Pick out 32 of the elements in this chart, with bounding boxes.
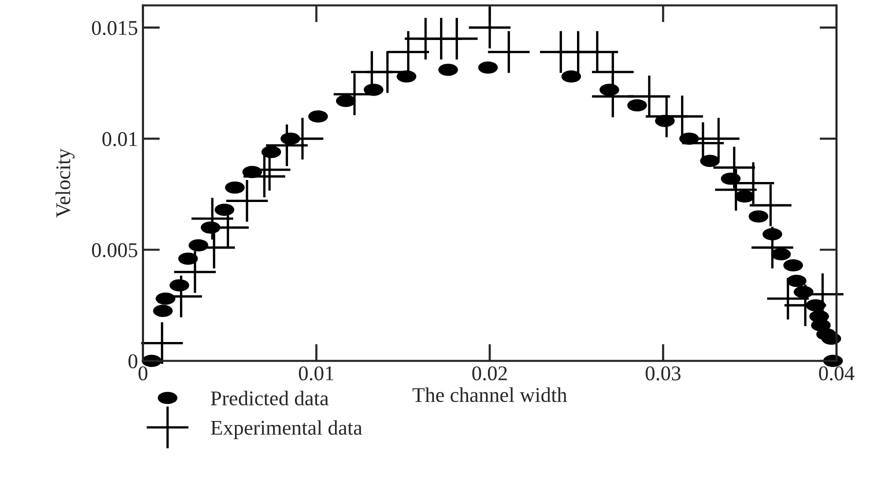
y-tick-label: 0 bbox=[128, 354, 138, 368]
point bbox=[698, 118, 740, 160]
x-tick-label: 0.02 bbox=[472, 366, 507, 380]
legend-label: Predicted data bbox=[210, 390, 329, 406]
x-tick-label: 0.01 bbox=[298, 366, 334, 380]
point bbox=[661, 96, 704, 138]
point bbox=[468, 6, 511, 48]
point bbox=[266, 124, 308, 166]
point bbox=[436, 18, 478, 60]
point bbox=[628, 76, 670, 118]
point bbox=[784, 284, 826, 326]
point bbox=[191, 198, 234, 240]
point bbox=[576, 31, 618, 73]
x-tick-label: 0 bbox=[138, 366, 148, 380]
x-tick-label: 0.03 bbox=[646, 366, 681, 380]
point bbox=[488, 31, 530, 73]
x-tick-label: 0.04 bbox=[819, 366, 854, 380]
point bbox=[713, 146, 756, 188]
point bbox=[387, 31, 430, 73]
y-axis-title: Velocity bbox=[56, 148, 75, 218]
point bbox=[174, 251, 216, 293]
point bbox=[715, 168, 757, 211]
point bbox=[750, 184, 792, 226]
y-tick-label: 0.015 bbox=[92, 20, 138, 36]
point bbox=[244, 156, 286, 198]
y-tick-label: 0.01 bbox=[102, 132, 137, 146]
point bbox=[767, 278, 809, 320]
point bbox=[226, 180, 268, 222]
y-tick-label: 0.005 bbox=[92, 243, 138, 258]
x-axis-title: The channel width bbox=[412, 387, 567, 402]
legend-label: Experimental data bbox=[210, 420, 362, 440]
point bbox=[752, 226, 794, 268]
